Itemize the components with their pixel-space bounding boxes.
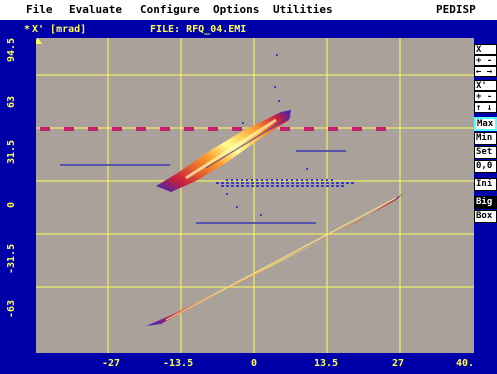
streak-2 bbox=[196, 222, 316, 224]
file-label: FILE: RFQ_04.EMI bbox=[150, 24, 247, 35]
xprime-plus-minus-button[interactable]: + - bbox=[474, 91, 497, 102]
dot-8 bbox=[306, 168, 308, 170]
dot-6 bbox=[236, 206, 238, 208]
x-tick-0: 0 bbox=[251, 358, 258, 369]
streak-3 bbox=[296, 150, 346, 152]
emittance-plot-svg bbox=[36, 38, 475, 353]
dot-2 bbox=[274, 86, 276, 88]
hatched-band bbox=[216, 179, 356, 187]
beam-upper-highlight bbox=[185, 118, 277, 180]
max-button[interactable]: Max bbox=[474, 117, 497, 131]
side-control-panel: X + - ← → X' + - ↑ ↓ Max Min Set 0,0 Ini… bbox=[474, 20, 497, 374]
set-button[interactable]: Set bbox=[474, 146, 497, 159]
beam-upper-edge bbox=[205, 115, 292, 169]
grid-lines bbox=[36, 38, 475, 353]
y-tick-minus-31-5: -31.5 bbox=[6, 243, 17, 274]
x-tick-minus-27: -27 bbox=[102, 358, 121, 369]
dot-3 bbox=[278, 100, 280, 102]
min-button[interactable]: Min bbox=[474, 132, 497, 145]
y-tick-31-5: 31.5 bbox=[6, 139, 17, 164]
x-section-label: X bbox=[474, 44, 497, 55]
menu-evaluate[interactable]: Evaluate bbox=[69, 3, 122, 16]
y-axis-arrow-icon bbox=[36, 38, 42, 44]
box-button[interactable]: Box bbox=[474, 210, 497, 223]
y-tick-0: 0 bbox=[6, 201, 17, 208]
menu-utilities[interactable]: Utilities bbox=[273, 3, 333, 16]
x-tick-27: 27 bbox=[392, 358, 405, 369]
dot-1 bbox=[276, 54, 278, 56]
y-tick-minus-63: -63 bbox=[6, 299, 17, 318]
x-tick-13-5: 13.5 bbox=[314, 358, 339, 369]
y-tick-94-5: 94.5 bbox=[6, 37, 17, 62]
x-plus-minus-button[interactable]: + - bbox=[474, 55, 497, 66]
dot-5 bbox=[226, 193, 228, 195]
scatter-dots bbox=[226, 54, 308, 216]
app-title: PEDISP bbox=[436, 3, 476, 16]
y-axis-label: X' [mrad] bbox=[32, 24, 87, 35]
background-streaks bbox=[60, 150, 346, 224]
dot-7 bbox=[260, 214, 262, 216]
init-button[interactable]: Ini bbox=[474, 178, 497, 191]
xprime-shift-arrows-button[interactable]: ↑ ↓ bbox=[474, 102, 497, 113]
menu-file[interactable]: File bbox=[26, 3, 53, 16]
xprime-section-label: X' bbox=[474, 80, 497, 91]
big-button[interactable]: Big bbox=[474, 196, 497, 209]
x-tick-minus-13-5: -13.5 bbox=[163, 358, 194, 369]
beam-lower-core bbox=[146, 189, 408, 326]
phase-space-plot[interactable] bbox=[36, 38, 475, 353]
dot-4 bbox=[242, 122, 244, 124]
y-tick-63: 63 bbox=[6, 95, 17, 108]
streak-1 bbox=[60, 164, 170, 166]
beam-lower-highlight bbox=[165, 197, 397, 321]
x-shift-arrows-button[interactable]: ← → bbox=[474, 66, 497, 77]
cursor-marker-icon: * bbox=[24, 24, 31, 35]
menu-options[interactable]: Options bbox=[213, 3, 260, 16]
origin-button[interactable]: 0,0 bbox=[474, 160, 497, 173]
menu-bar: File Evaluate Configure Options Utilitie… bbox=[0, 0, 497, 20]
menu-configure[interactable]: Configure bbox=[140, 3, 200, 16]
